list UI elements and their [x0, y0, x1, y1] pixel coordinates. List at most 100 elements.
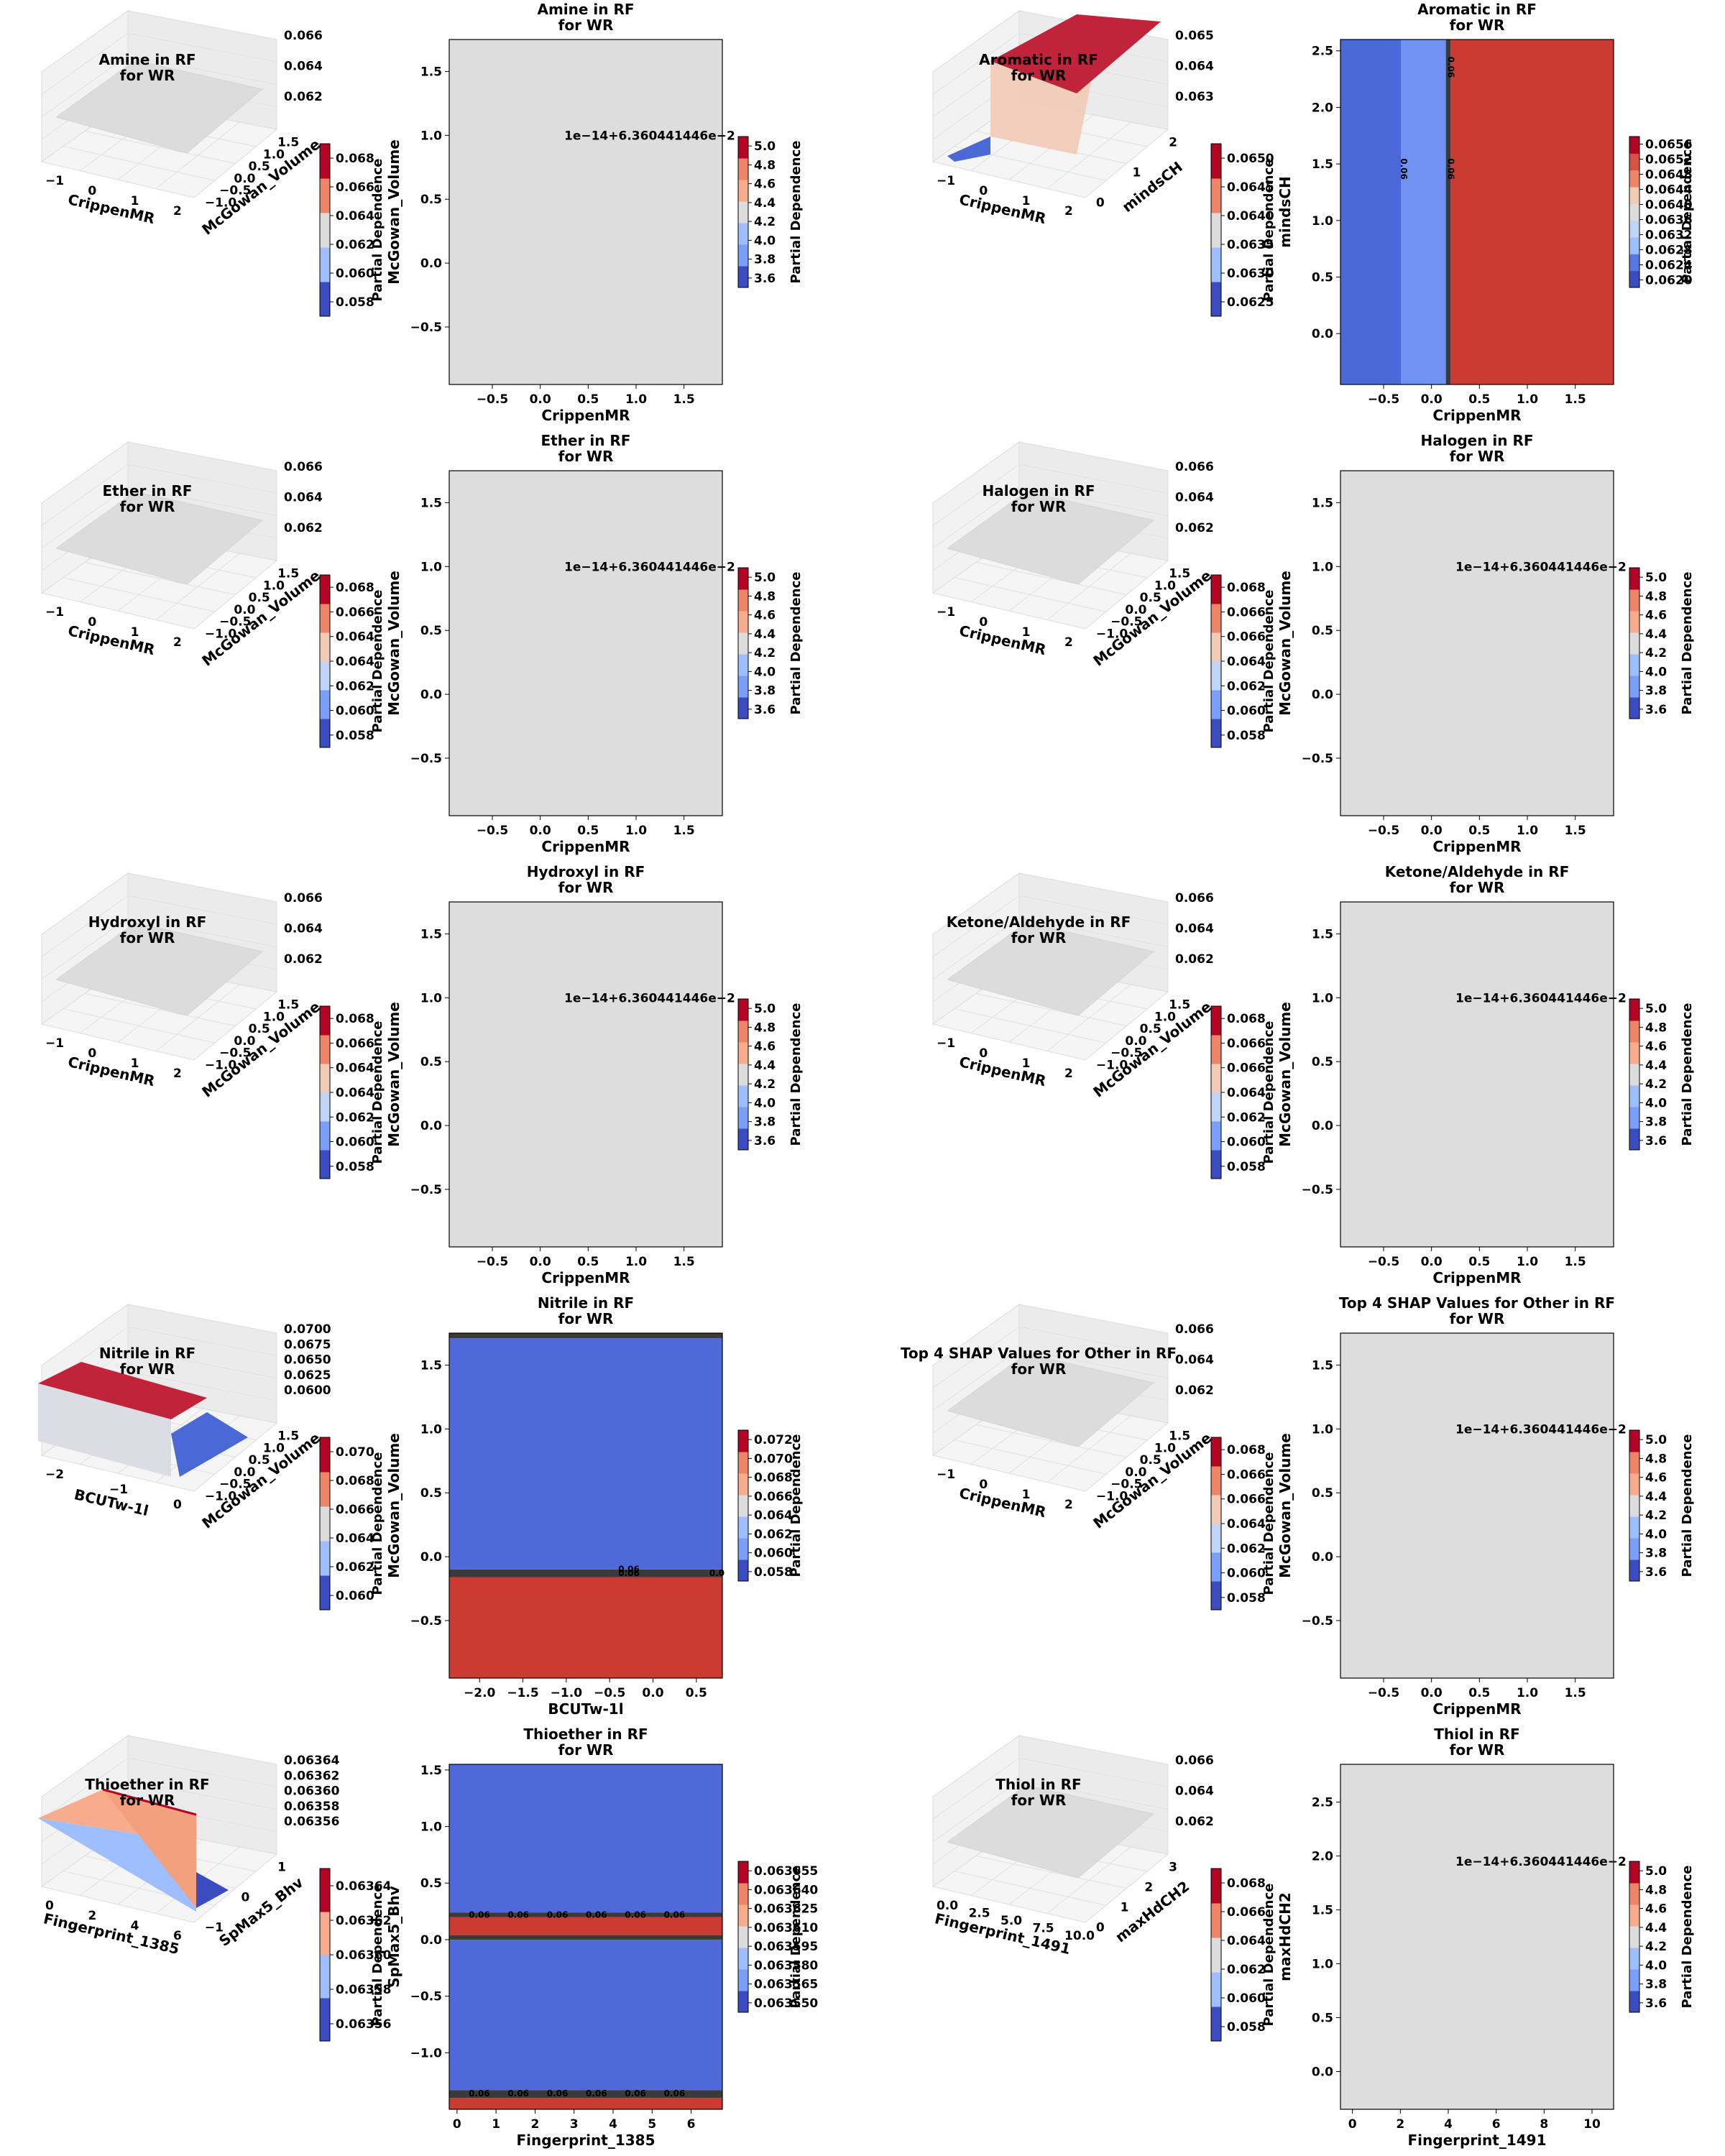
- surface3d-panel: −1 0 1 2 0 1 2 0.063 0.064 0.065 CrippenMR mindsCH: [932, 10, 1214, 227]
- colorbar-segment: [738, 1883, 748, 1905]
- grid-line: [1046, 1415, 1131, 1483]
- colorbar: 0.058 0.060 0.062 0.064 0.066 0.068 0.070 0.072…: [737, 1429, 804, 1582]
- surface3d-panel: −2−10−1.0−0.50.00.51.01.50.06000.06250.0…: [38, 1304, 331, 1532]
- colorbar-tick-label: 4.4: [1645, 1059, 1667, 1073]
- contour-label: 0.06: [618, 1564, 640, 1574]
- contour-fill: [1340, 471, 1614, 816]
- contour-label: 0.06: [507, 1909, 529, 1920]
- grid-line: [41, 464, 129, 526]
- contour-label: 0.06: [547, 2088, 569, 2099]
- z-tick-label: 0.066: [1175, 1322, 1214, 1337]
- panel-title: for WR: [558, 17, 614, 34]
- surface-upper: [103, 1789, 196, 1908]
- colorbar-tick-label: 0.072: [754, 1433, 793, 1447]
- colorbar-segment: [1211, 575, 1221, 604]
- colorbar-tick-label: 0.066: [336, 180, 374, 195]
- contour-band: [449, 1764, 722, 1913]
- y-tick-label: 0.0: [1125, 1034, 1146, 1049]
- colorbar-segment: [738, 999, 748, 1021]
- y-tick-label: −1: [205, 1920, 224, 1935]
- colorbar-label: Partial Dependence: [788, 1434, 804, 1577]
- grid-line: [127, 895, 277, 925]
- colorbar-tick-label: 4.2: [754, 1077, 776, 1092]
- x-tick-label: 1: [131, 194, 139, 208]
- y-tick-label: 1.0: [263, 147, 285, 162]
- x-tick-label: 2: [1064, 1498, 1073, 1512]
- contour-band: [449, 1912, 722, 1917]
- colorbar-tick-label: 4.6: [1645, 1471, 1667, 1485]
- y-tick-label: −0.5: [410, 1183, 442, 1197]
- contour-label: 0.06: [625, 2088, 646, 2099]
- x-tick-label: −0.5: [1368, 392, 1399, 407]
- panel-title: Amine in RF: [537, 1, 634, 18]
- colorbar-tick-label: 0.064: [1227, 1086, 1266, 1100]
- x-tick-label: 1.5: [673, 824, 695, 838]
- x-tick-label: 0: [1348, 2117, 1357, 2132]
- colorbar-label: Partial Dependence: [1680, 1003, 1695, 1146]
- colorbar-segment: [1211, 1495, 1221, 1524]
- grid-line: [1046, 553, 1131, 620]
- y-tick-label: 0.5: [1140, 591, 1162, 605]
- colorbar-tick-label: 0.062: [336, 238, 374, 252]
- colorbar-segment: [320, 719, 330, 748]
- colorbar-label: Partial Dependence: [1261, 1021, 1276, 1164]
- x-tick-label: 0: [45, 1899, 54, 1913]
- colorbar-segment: [738, 1991, 748, 2013]
- colorbar-tick-label: 0.064: [336, 655, 374, 669]
- z-tick-label: 0.0600: [284, 1383, 331, 1398]
- colorbar: 0.063550 0.063565 0.063580 0.063595 0.063610…: [737, 1861, 818, 2013]
- x-tick-label: −0.5: [1368, 1255, 1399, 1269]
- colorbar-tick-label: 0.062: [1227, 1110, 1266, 1125]
- colorbar-segment: [320, 178, 330, 213]
- panel-title: Aromatic in RF: [1417, 1, 1537, 18]
- colorbar-frame: [319, 1437, 331, 1611]
- colorbar-segment: [1629, 611, 1639, 633]
- contour-band: [449, 2090, 722, 2099]
- colorbar-segment: [1629, 1516, 1639, 1539]
- z-tick-label: 0.0625: [284, 1368, 331, 1383]
- panel-title: Thioether in RF: [523, 1726, 648, 1743]
- colorbar: 0.058 0.060 0.062 0.064 0.064 0.066 0.068Parti…: [319, 1005, 385, 1179]
- y-tick-label: 1.0: [1312, 1422, 1333, 1437]
- y-tick-label: −1.0: [1096, 1058, 1128, 1072]
- colorbar-segment: [1629, 1064, 1639, 1086]
- colorbar-segment: [1211, 2007, 1221, 2042]
- colorbar-segment: [320, 1150, 330, 1179]
- colorbar-segment: [320, 1006, 330, 1036]
- colorbar-segment: [1629, 1538, 1639, 1560]
- colorbar-tick-label: 4.4: [754, 627, 776, 642]
- colorbar-segment: [1629, 1085, 1639, 1107]
- x-tick-label: −0.5: [477, 392, 508, 407]
- y-tick-label: −1.0: [205, 195, 237, 210]
- colorbar-tick-label: 0.064: [336, 630, 374, 645]
- y-tick-label: −0.5: [1302, 1614, 1333, 1628]
- colorbar-segment: [320, 1998, 330, 2042]
- y-tick-label: 2.5: [1312, 1796, 1333, 1810]
- y-tick-label: −1.0: [205, 1058, 237, 1072]
- colorbar-tick-label: 0.064: [336, 1061, 374, 1076]
- y-axis-label: SpMax5_Bhv: [385, 1886, 402, 1987]
- grid-line: [1018, 487, 1169, 516]
- y-tick-label: 1.0: [1312, 991, 1333, 1005]
- colorbar-tick-label: 0.066: [336, 1503, 374, 1517]
- colorbar-tick-label: 0.0644: [1645, 183, 1693, 198]
- colorbar-tick-label: 0.0624: [1645, 259, 1693, 273]
- colorbar-segment: [1629, 137, 1639, 154]
- y-tick-label: 0.0: [234, 1034, 255, 1049]
- x-axis-label: BCUTw-1l: [548, 1700, 623, 1718]
- panel-title: for WR: [120, 929, 175, 946]
- x-tick-label: 2: [1396, 2117, 1404, 2132]
- y-tick-label: 0.0: [1312, 327, 1333, 341]
- surface3d-panel: −1 0 1 2 −1.0−0.50.00.51.01.5 0.062 0.064 0.066…: [40, 10, 323, 239]
- y-tick-label: 1.5: [420, 65, 442, 79]
- colorbar-tick-label: 0.058: [1227, 1591, 1266, 1606]
- y-tick-label: 1.0: [420, 560, 442, 574]
- surface-high: [990, 14, 1161, 93]
- colorbar-segment: [1211, 1972, 1221, 2007]
- x-tick-label: 1.5: [1565, 824, 1586, 838]
- colorbar-tick-label: 0.062: [1227, 1963, 1266, 1977]
- panel-title: for WR: [120, 1792, 175, 1809]
- y-tick-label: −0.5: [1110, 1478, 1142, 1492]
- colorbar-tick-label: 4.8: [1645, 1452, 1667, 1466]
